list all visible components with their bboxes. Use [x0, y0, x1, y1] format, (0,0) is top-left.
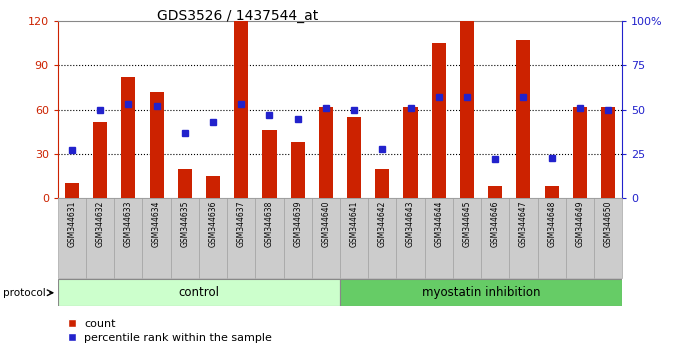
Bar: [347, 117, 361, 198]
Bar: [396, 198, 425, 278]
Bar: [460, 21, 474, 198]
Bar: [403, 107, 418, 198]
Bar: [319, 107, 333, 198]
Bar: [284, 198, 312, 278]
Text: protocol: protocol: [3, 288, 46, 298]
Text: GSM344635: GSM344635: [180, 201, 189, 247]
Text: GSM344647: GSM344647: [519, 201, 528, 247]
Text: GDS3526 / 1437544_at: GDS3526 / 1437544_at: [157, 9, 319, 23]
Bar: [481, 198, 509, 278]
Text: GSM344646: GSM344646: [491, 201, 500, 247]
Text: GSM344648: GSM344648: [547, 201, 556, 247]
Bar: [566, 198, 594, 278]
Bar: [375, 169, 390, 198]
Text: GSM344649: GSM344649: [575, 201, 584, 247]
Bar: [340, 279, 622, 306]
Text: GSM344644: GSM344644: [435, 201, 443, 247]
Bar: [538, 198, 566, 278]
Bar: [227, 198, 256, 278]
Bar: [58, 279, 340, 306]
Text: GSM344643: GSM344643: [406, 201, 415, 247]
Bar: [143, 198, 171, 278]
Bar: [65, 183, 79, 198]
Bar: [262, 130, 277, 198]
Text: GSM344641: GSM344641: [350, 201, 358, 247]
Text: GSM344632: GSM344632: [96, 201, 105, 247]
Bar: [290, 142, 305, 198]
Text: GSM344638: GSM344638: [265, 201, 274, 247]
Text: GSM344631: GSM344631: [67, 201, 76, 247]
Bar: [369, 198, 396, 278]
Bar: [453, 198, 481, 278]
Text: GSM344634: GSM344634: [152, 201, 161, 247]
Bar: [311, 198, 340, 278]
Bar: [199, 198, 227, 278]
Text: control: control: [178, 286, 220, 299]
Bar: [425, 198, 453, 278]
Text: GSM344637: GSM344637: [237, 201, 245, 247]
Bar: [171, 198, 199, 278]
Bar: [509, 198, 538, 278]
Bar: [340, 198, 369, 278]
Text: GSM344633: GSM344633: [124, 201, 133, 247]
Bar: [150, 92, 164, 198]
Text: GSM344645: GSM344645: [462, 201, 471, 247]
Bar: [594, 198, 622, 278]
Text: GSM344642: GSM344642: [378, 201, 387, 247]
Bar: [601, 107, 615, 198]
Text: GSM344639: GSM344639: [293, 201, 302, 247]
Bar: [177, 169, 192, 198]
Text: myostatin inhibition: myostatin inhibition: [422, 286, 541, 299]
Legend: count, percentile rank within the sample: count, percentile rank within the sample: [63, 315, 277, 347]
Bar: [573, 107, 587, 198]
Text: GSM344650: GSM344650: [604, 201, 613, 247]
Bar: [121, 77, 135, 198]
Bar: [432, 44, 446, 198]
Bar: [516, 40, 530, 198]
Bar: [114, 198, 143, 278]
Bar: [93, 121, 107, 198]
Text: GSM344636: GSM344636: [209, 201, 218, 247]
Bar: [234, 21, 248, 198]
Bar: [58, 198, 86, 278]
Bar: [488, 187, 503, 198]
Text: GSM344640: GSM344640: [322, 201, 330, 247]
Bar: [256, 198, 284, 278]
Bar: [206, 176, 220, 198]
Bar: [86, 198, 114, 278]
Bar: [545, 187, 559, 198]
